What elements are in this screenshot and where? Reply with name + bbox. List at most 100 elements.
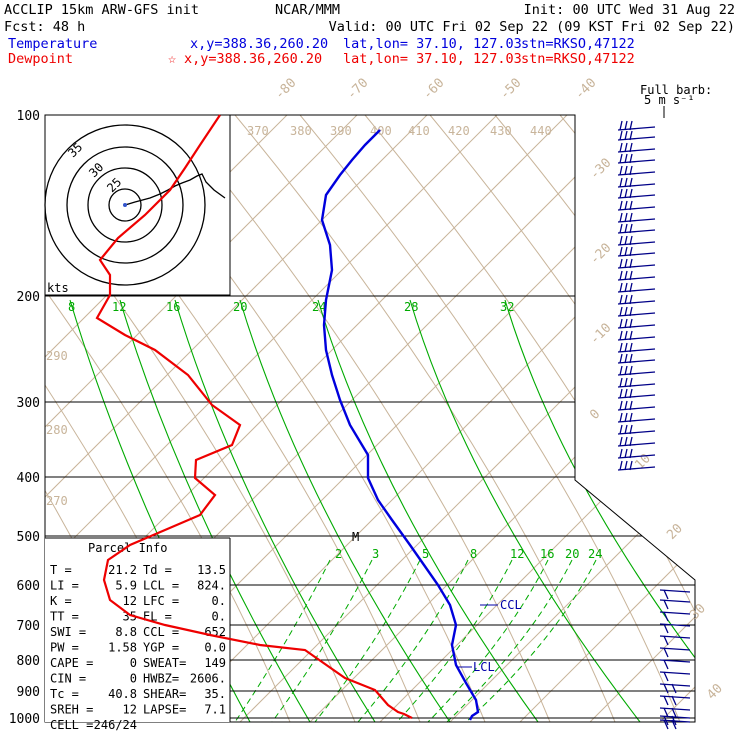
forecast-hour: Fcst: 48 h [4,19,85,35]
parcel-info-cell: YGP = [143,641,179,655]
dewpoint-star-icon: ☆ [168,51,176,67]
pressure-tick-900: 900 [17,685,40,700]
wind-barb [659,719,691,730]
wind-barb [617,388,656,399]
dewpoint-latlon: lat,lon= 37.10, 127.03 [343,51,522,67]
parcel-info-cell: LFC = [143,594,179,608]
hodograph-ring-outer [44,124,206,286]
wind-barb [617,365,656,376]
wind-barb [617,436,656,447]
wind-barb [617,177,656,188]
parcel-info-cell: LCL = [143,579,179,593]
init-time: Init: 00 UTC Wed 31 Aug 22 [524,2,735,18]
hodograph-ring-center [108,188,142,222]
parcel-info-cell: LI = [50,579,79,593]
parcel-info-cell: LAPSE= [143,703,186,717]
parcel-info-cell: 13.5 [197,563,226,577]
mixing-ratio-label: 28 [404,300,418,314]
wind-barb [617,188,656,199]
wind-barb [617,412,656,423]
mixing-ratio-labels: 8 12 16 20 24 28 32 2 3 5 8 12 16 20 24 [68,300,602,561]
mixing-ratio-label: 20 [233,300,247,314]
wind-barb [659,683,691,694]
mixing-ratio-label: 24 [312,300,326,314]
theta-label: 410 [408,124,430,138]
parcel-info-cell: 0 [130,672,137,686]
mixing-ratio-label: 16 [166,300,180,314]
parcel-info-cell: 12 [123,703,137,717]
theta-label: 280 [46,423,68,437]
wind-barb [659,647,691,658]
wind-barb [617,342,656,353]
lcl-marker: LCL [458,660,495,674]
parcel-info-cell: SWEAT= [143,656,186,670]
wind-barb [659,671,691,682]
valid-time: Valid: 00 UTC Fri 02 Sep 22 (09 KST Fri … [329,19,735,35]
parcel-info-cell: CAPE = [50,656,93,670]
wind-barb [617,448,656,459]
theta-label: 270 [46,494,68,508]
barb-key-title: Full barb: [640,83,712,97]
wind-barb [659,707,691,718]
ccl-marker: CCL [480,598,522,612]
mixing-ratio-label: 24 [588,547,602,561]
parcel-info-cell: 7.1 [204,703,226,717]
parcel-info-cell: 149 [204,656,226,670]
m-label: M [352,530,359,544]
wind-barb [659,695,691,706]
mixing-ratio-label: 5 [422,547,429,561]
barb-key-units: 5 m s⁻¹ [644,93,695,107]
parcel-info-cell: CCL = [143,625,179,639]
mixing-ratio-label: 2 [335,547,342,561]
org-label: NCAR/MMM [275,2,340,18]
wind-barb [617,246,656,257]
mixing-ratio-label: 3 [372,547,379,561]
theta-label: 390 [330,124,352,138]
pressure-tick-400: 400 [17,471,40,486]
ccl-label: CCL [500,598,522,612]
isotherm-label: -80 [272,76,299,103]
hodograph-origin [123,203,127,207]
dewpoint-legend: Dewpoint [8,51,73,67]
wind-barb [617,318,656,329]
wind-barb [659,589,691,600]
hodograph-trace [124,173,226,206]
theta-label: 430 [490,124,512,138]
wind-barb [617,235,656,246]
mixing-ratio-label: 12 [510,547,524,561]
parcel-info-cell: PW = [50,641,79,655]
isotherm-label: 0 [587,407,603,423]
parcel-info-cell: 0.0 [204,641,226,655]
wind-barb [659,599,691,610]
wind-barb [659,659,691,670]
isotherm-label: 30 [687,601,709,623]
hodograph-ring-inner [87,167,163,243]
wind-barb [617,294,656,305]
isotherm-label: -70 [344,76,371,103]
pressure-tick-500: 500 [17,530,40,545]
temperature-trace [320,129,480,721]
mixing-ratio-label: 12 [112,300,126,314]
parcel-info-cell: CIN = [50,672,86,686]
parcel-info-cell: CELL = [50,718,93,732]
parcel-info-cell: TT = [50,610,79,624]
wind-barb [617,377,656,388]
parcel-info-cell: 40.8 [108,687,137,701]
parcel-info-cell: SHEAR= [143,687,186,701]
theta-label: 290 [46,349,68,363]
parcel-info-cell: 246/24 [94,718,137,732]
wind-barb [617,142,656,153]
dewpoint-stn: stn=RKSO,47122 [521,51,635,67]
wind-barb [617,165,656,176]
theta-label: 440 [530,124,552,138]
mixing-ratio-label: 8 [68,300,75,314]
temperature-stn: stn=RKSO,47122 [521,36,635,52]
lcl-label: LCL [473,660,495,674]
parcel-info-box: Parcel Info T = 21.2 Td = 13.5 LI = 5.9 LCL = 8… [45,537,231,732]
pressure-tick-600: 600 [17,579,40,594]
pressure-tick-800: 800 [17,654,40,669]
wind-barb [659,635,691,646]
wind-barb [617,282,656,293]
wind-barb [617,120,656,131]
